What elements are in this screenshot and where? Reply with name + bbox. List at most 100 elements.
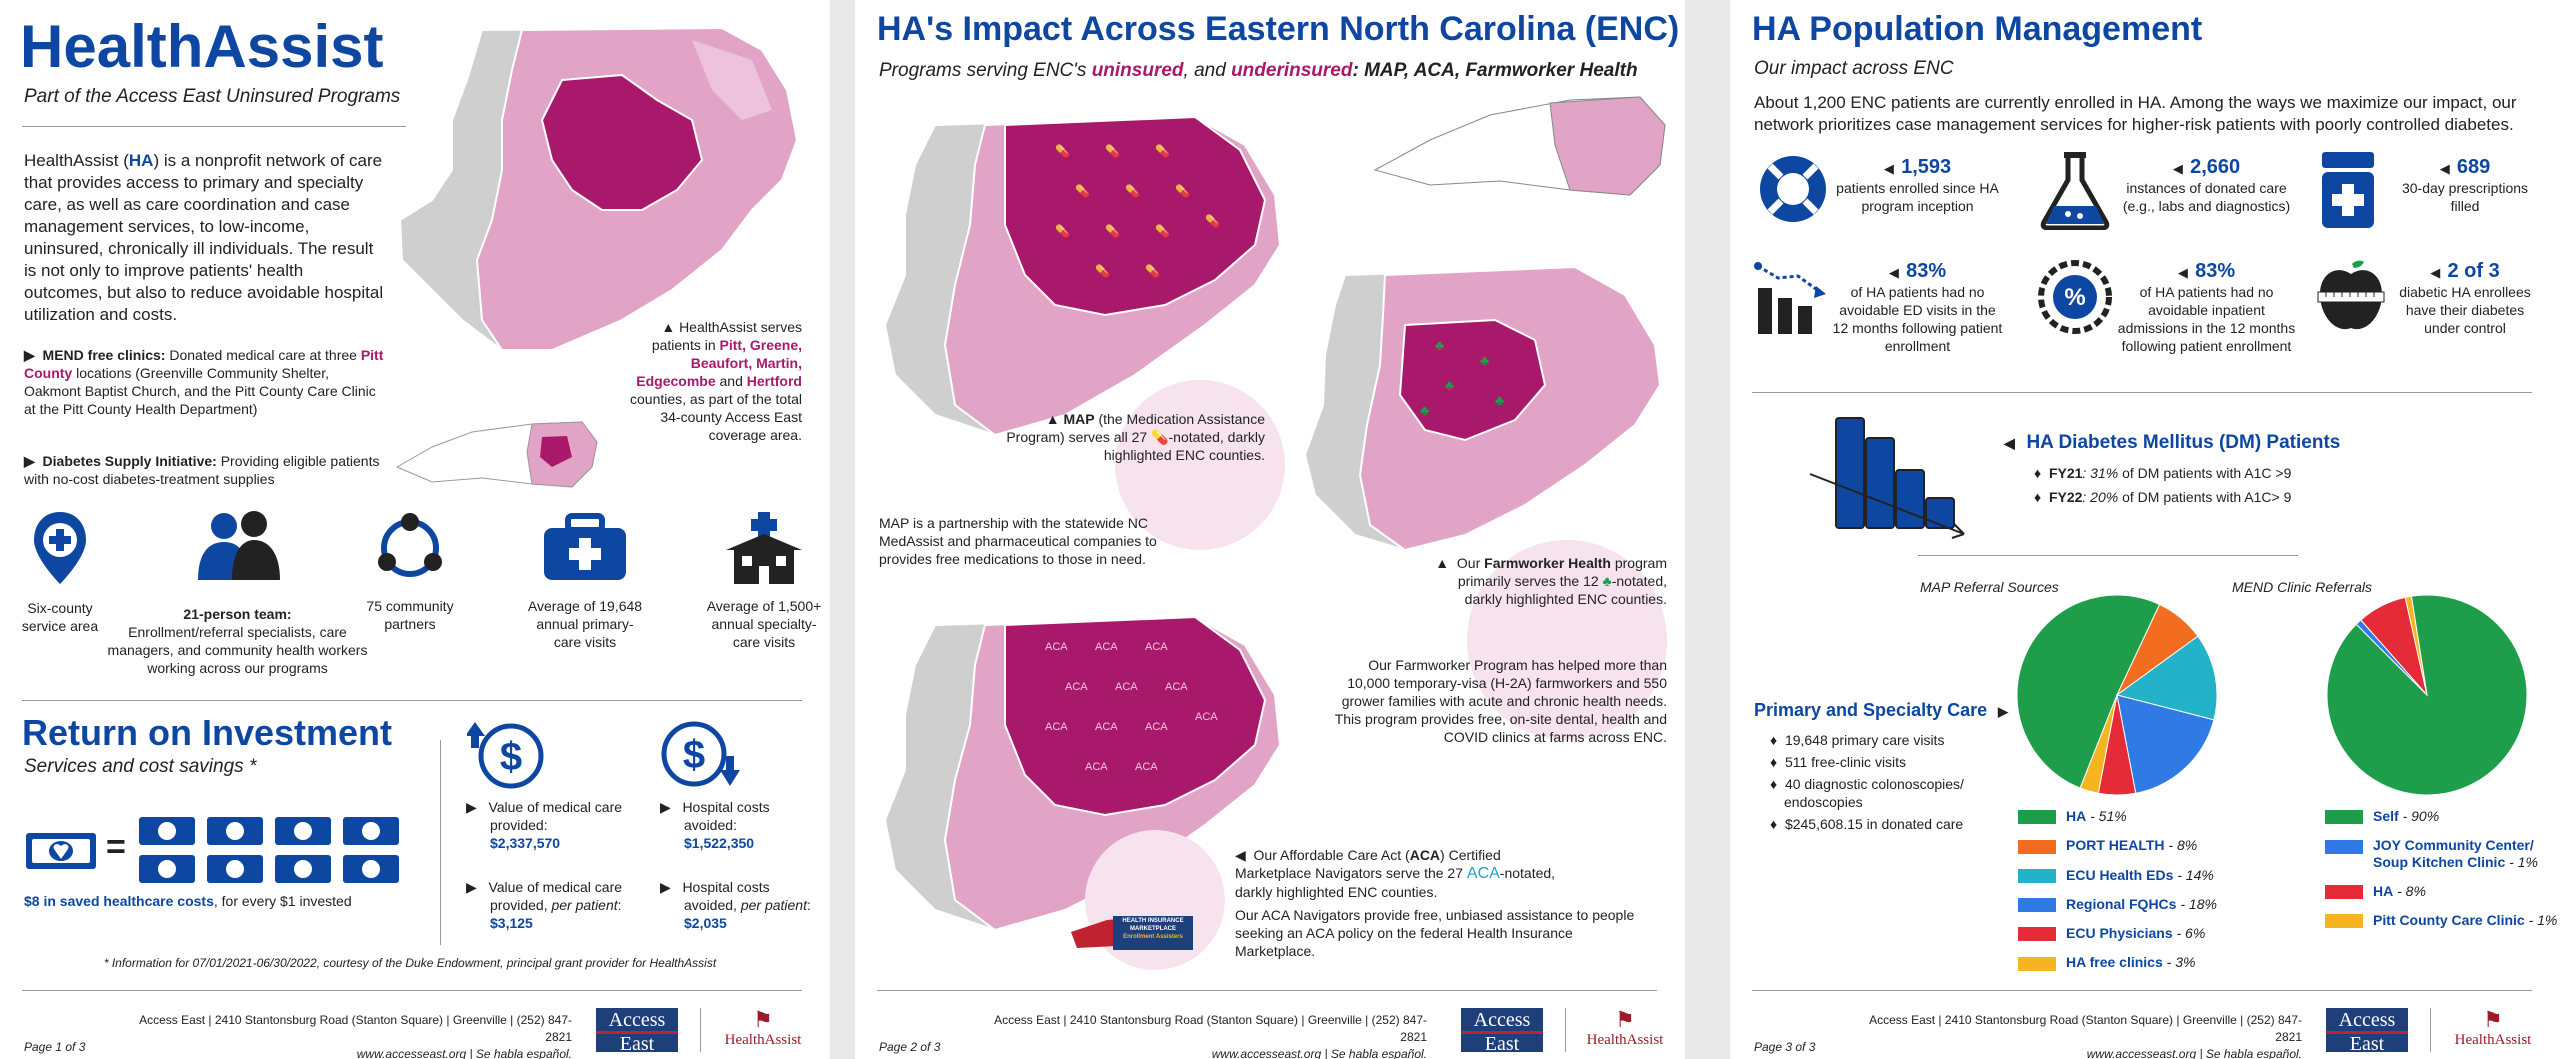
legend-item: HA - 8% [2325, 883, 2555, 899]
service-area-stat: Six-county service area [10, 510, 110, 635]
page-subtitle: Part of the Access East Uninsured Progra… [24, 86, 401, 107]
farmworker-program-map: ♣ ♣ ♣ ♣ ♣ [1303, 265, 1662, 552]
legend-item: ECU Physicians - 6% [2018, 925, 2278, 942]
roi-hospital-avoided: ▶ Hospital costs avoided: $1,522,350 [660, 799, 770, 851]
map-note: ▲ HealthAssist serves patients in Pitt, … [630, 319, 802, 443]
mend-item: ▶ MEND free clinics: Donated medical car… [24, 347, 384, 417]
network-cycle-icon [378, 513, 442, 577]
psc-title: Primary and Specialty Care [1754, 700, 1988, 720]
legend-item: ECU Health EDs - 14% [2018, 867, 2278, 883]
legend-item: PORT HEALTH - 8% [2018, 837, 2278, 854]
legend-label: ECU Physicians [2066, 925, 2173, 942]
legend-item: Regional FQHCs - 18% [2018, 896, 2278, 913]
declining-bars-icon [1809, 417, 1965, 539]
dollar-up-icon: $ [467, 722, 544, 789]
farmworker-note: ▲ Our Farmworker Health program primaril… [1435, 555, 1667, 607]
legend-percent: - 3% [2162, 954, 2196, 971]
psc-item: ♦ 40 diagnostic colonoscopies/ endoscopi… [1770, 776, 1964, 810]
svg-text:♣: ♣ [1435, 337, 1444, 353]
page-1: HealthAssist Part of the Access East Uni… [0, 0, 830, 1059]
svg-text:ACA: ACA [1095, 641, 1118, 653]
legend-swatch [2018, 927, 2056, 942]
svg-text:💊: 💊 [1125, 183, 1140, 198]
nc-state-inset-map [1373, 96, 1666, 196]
svg-text:💊: 💊 [1075, 183, 1090, 198]
legend-swatch [2325, 810, 2363, 825]
page-subtitle: Programs serving ENC's uninsured, and un… [879, 60, 1638, 81]
lifebuoy-icon [1760, 156, 1826, 222]
svg-text:💊: 💊 [1055, 223, 1070, 238]
svg-text:ACA: ACA [1095, 721, 1118, 733]
legend-swatch [2018, 810, 2056, 825]
legend-percent: - 8% [2393, 882, 2426, 899]
legend-percent: - 51% [2086, 808, 2127, 824]
legend-item: Pitt County Care Clinic - 1% [2325, 911, 2557, 929]
roi-subtitle: Services and cost savings * [24, 756, 257, 777]
mend-referral-title: MEND Clinic Referrals [2232, 579, 2373, 595]
legend-label: PORT HEALTH [2066, 837, 2165, 854]
access-east-logo: Access East [596, 1008, 678, 1054]
legend-label: Pitt County Care Clinic [2373, 911, 2525, 928]
team-people-icon [197, 511, 280, 580]
map-pin-icon [34, 512, 86, 584]
pie-slice-regional-fqhcs [2116, 694, 2215, 794]
decline-chart-icon [1754, 262, 1826, 334]
page-3: HA Population Management Our impact acro… [1730, 0, 2560, 1059]
svg-text:ACA: ACA [1145, 641, 1168, 653]
legend-percent: - 1% [2505, 853, 2538, 870]
legend-label: HA free clinics [2066, 954, 2163, 971]
svg-text:♣: ♣ [1495, 392, 1504, 408]
page-subtitle: Our impact across ENC [1754, 58, 1954, 79]
intro-paragraph: HealthAssist (HA) is a nonprofit network… [24, 151, 384, 324]
roi-value-per-patient: ▶ Value of medical care provided, per pa… [466, 879, 623, 931]
aca-paragraph: Our ACA Navigators provide free, unbiase… [1235, 907, 1635, 959]
primary-care-visits-stat: Average of 19,648 annual primary-care vi… [525, 510, 645, 651]
roi-money-graphic [26, 817, 399, 883]
roi-caption: $8 in saved healthcare costs, for every … [24, 893, 352, 909]
aca-program-map: ACA ACA ACA ACA ACA ACA ACA ACA ACA ACA ACA ACA [883, 615, 1282, 932]
medical-bag-icon [544, 513, 626, 580]
svg-text:♣: ♣ [1445, 377, 1454, 393]
legend-percent: - 90% [2398, 808, 2440, 824]
legend-item: Self - 90% [2325, 808, 2555, 825]
svg-text:%: % [2064, 284, 2085, 311]
team-stat: 21-person team: Enrollment/referral spec… [105, 510, 370, 677]
svg-text:💊: 💊 [1155, 143, 1170, 158]
page-number: Page 2 of 3 [879, 1040, 941, 1054]
svg-text:💊: 💊 [1055, 143, 1070, 158]
dm-item-fy22: ♦ FY22: 20% of DM patients with A1C> 9 [2034, 489, 2292, 505]
svg-text:ACA: ACA [1165, 681, 1188, 693]
legend-swatch [2325, 839, 2363, 854]
roi-hospital-per-patient: ▶ Hospital costs avoided, per patient: $… [660, 879, 811, 931]
svg-text:ACA: ACA [1195, 711, 1218, 723]
enc-service-area-map [398, 26, 799, 351]
nc-state-inset-map [395, 421, 598, 488]
roi-value-medical: ▶ Value of medical care provided: $2,337… [466, 799, 623, 851]
community-partners-stat: 75 community partners [355, 510, 465, 633]
healthassist-logo: ⚑ HealthAssist [724, 1007, 802, 1049]
stat-prescriptions: ◀ 689 30-day prescriptions filled [2401, 156, 2529, 214]
svg-text:ACA: ACA [1045, 641, 1068, 653]
map-referral-pie-chart [2016, 594, 2218, 796]
legend-swatch [2018, 868, 2056, 883]
mend-referral-legend: Self - 90% JOY Community Center/ Soup Kit… [2325, 808, 2557, 941]
stat-diabetes-control: ◀ 2 of 3 diabetic HA enrollees have thei… [2399, 260, 2531, 336]
legend-item: HA - 51% [2018, 808, 2278, 825]
psc-item: ♦ 511 free-clinic visits [1770, 754, 1907, 770]
legend-label: ECU Health EDs [2066, 866, 2174, 883]
map-program-paragraph: MAP is a partnership with the statewide … [879, 515, 1157, 567]
footnote: * Information for 07/01/2021-06/30/2022,… [103, 956, 717, 970]
access-east-logo: Access East [2326, 1008, 2408, 1054]
page-number: Page 3 of 3 [1754, 1040, 1816, 1054]
svg-text:$: $ [500, 735, 522, 779]
svg-text:$: $ [683, 733, 705, 777]
stat-no-ed-visits: ◀ 83% of HA patients had no avoidable ED… [1832, 260, 2003, 354]
percent-badge-icon: % [2038, 260, 2112, 334]
svg-text:ACA: ACA [1115, 681, 1138, 693]
map-program-map: 💊 💊 💊 💊 💊 💊 💊 💊 💊 💊 💊 💊 [883, 115, 1282, 437]
pill-bottle-icon [2322, 152, 2374, 228]
legend-percent: - 14% [2173, 866, 2214, 883]
footer-address: Access East | 2410 Stantonsburg Road (St… [1869, 1013, 2302, 1059]
footer-address: Access East | 2410 Stantonsburg Road (St… [994, 1013, 1427, 1059]
farmworker-highlight-circle [1467, 540, 1667, 740]
